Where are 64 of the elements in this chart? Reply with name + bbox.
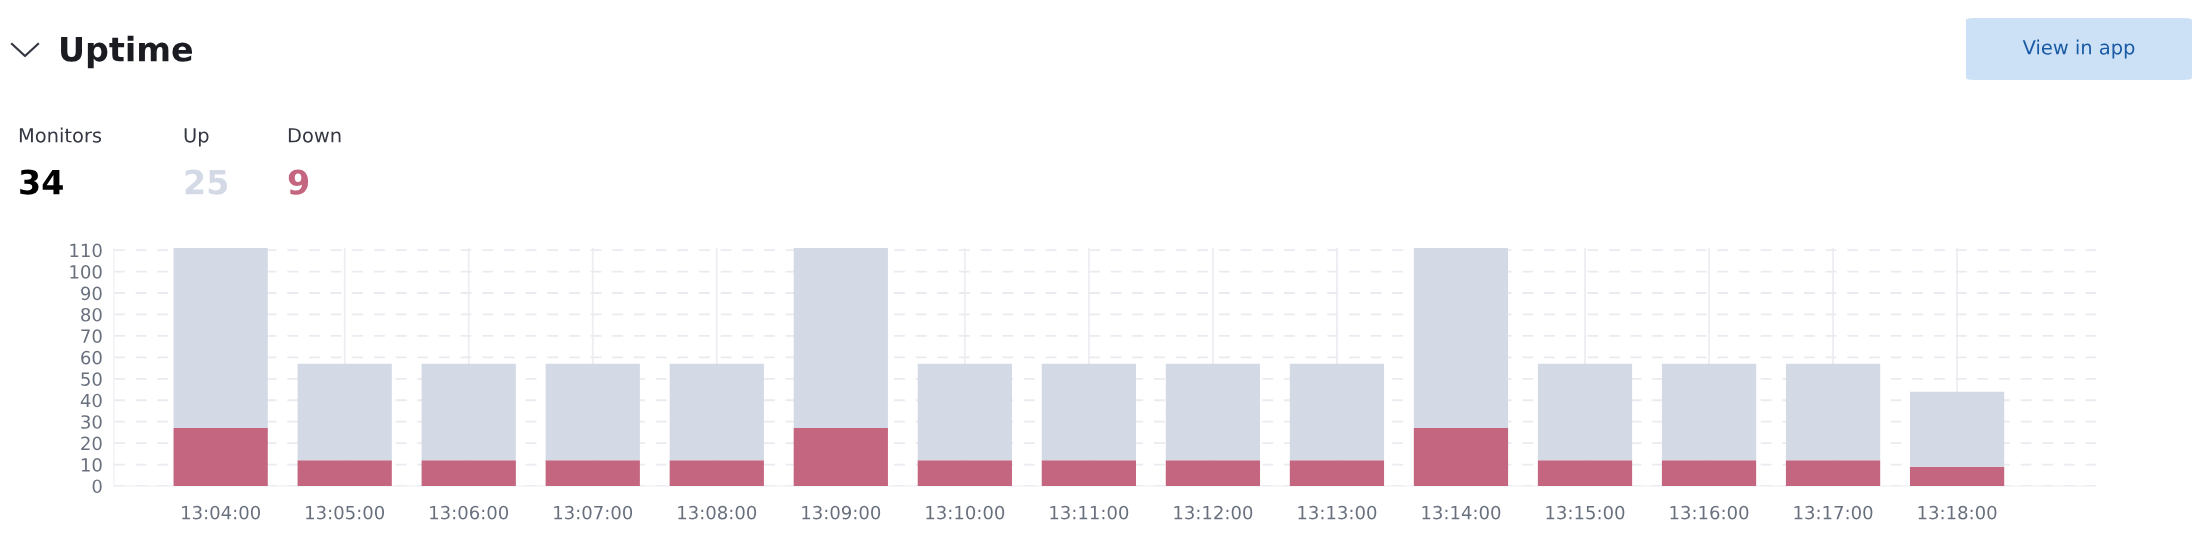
data-label: 9 (288, 169, 309, 195)
bar (1289, 363, 1385, 461)
x-tick-label: 13:14:00 (1422, 505, 1501, 520)
y-tick-label: 0 (92, 479, 102, 494)
bar (1413, 428, 1509, 486)
bar (793, 428, 888, 486)
bar (1909, 466, 2005, 486)
y-tick-label: 50 (81, 372, 102, 386)
bar (545, 460, 640, 486)
bar (1785, 363, 1881, 461)
x-tick-label: 13:11:00 (1050, 505, 1129, 520)
bar (1661, 460, 1757, 486)
x-tick-label: 13:06:00 (430, 505, 509, 520)
y-tick-label: 20 (81, 436, 102, 451)
x-tick-label: 13:04:00 (182, 505, 261, 520)
category-label: Monitors (19, 127, 102, 143)
x-tick-label: 13:18:00 (1918, 505, 1997, 520)
bar (669, 460, 764, 486)
y-tick-label: 70 (81, 329, 102, 344)
x-tick-label: 13:16:00 (1670, 505, 1749, 520)
bar (669, 363, 764, 461)
y-tick-label: 100 (70, 265, 102, 279)
data-label: 34 (20, 169, 63, 195)
text: Uptime (61, 35, 193, 69)
x-tick-label: 13:07:00 (554, 505, 633, 520)
bar (173, 428, 268, 486)
category-label: Down (288, 128, 341, 143)
bar (297, 460, 392, 486)
bar (1537, 363, 1633, 461)
bar (421, 460, 516, 486)
bar (917, 460, 1012, 486)
category-label: Up (184, 128, 209, 147)
bar (1537, 460, 1633, 486)
x-tick-label: 13:12:00 (1174, 505, 1253, 520)
y-tick-label: 90 (81, 286, 102, 301)
y-tick-label: 80 (81, 307, 102, 322)
x-tick-label: 13:08:00 (678, 505, 757, 520)
bar (793, 248, 888, 429)
y-tick-label: 110 (70, 243, 102, 258)
x-tick-label: 13:09:00 (802, 505, 881, 520)
y-tick-label: 10 (81, 458, 102, 472)
x-tick-label: 13:15:00 (1546, 505, 1625, 520)
bar (1165, 363, 1261, 461)
bar (917, 363, 1012, 461)
x-tick-label: 13:05:00 (306, 505, 385, 520)
bar (1041, 460, 1137, 486)
bar (297, 363, 392, 461)
bar (1413, 248, 1509, 429)
y-tick-label: 40 (80, 393, 102, 408)
bar (1785, 460, 1881, 486)
x-tick-label: 13:13:00 (1298, 505, 1377, 520)
y-tick-label: 30 (81, 415, 102, 429)
bar (1289, 460, 1385, 486)
bar (421, 363, 516, 461)
x-tick-label: 13:17:00 (1794, 505, 1873, 520)
x-tick-label: 13:10:00 (926, 505, 1005, 520)
bar (1165, 460, 1261, 486)
bar (1041, 363, 1137, 461)
bar (545, 363, 640, 461)
bar (173, 248, 268, 429)
y-tick-label: 60 (81, 350, 102, 365)
text: View in app (2022, 39, 2135, 59)
bar (1909, 391, 2005, 467)
bar (1661, 363, 1757, 461)
